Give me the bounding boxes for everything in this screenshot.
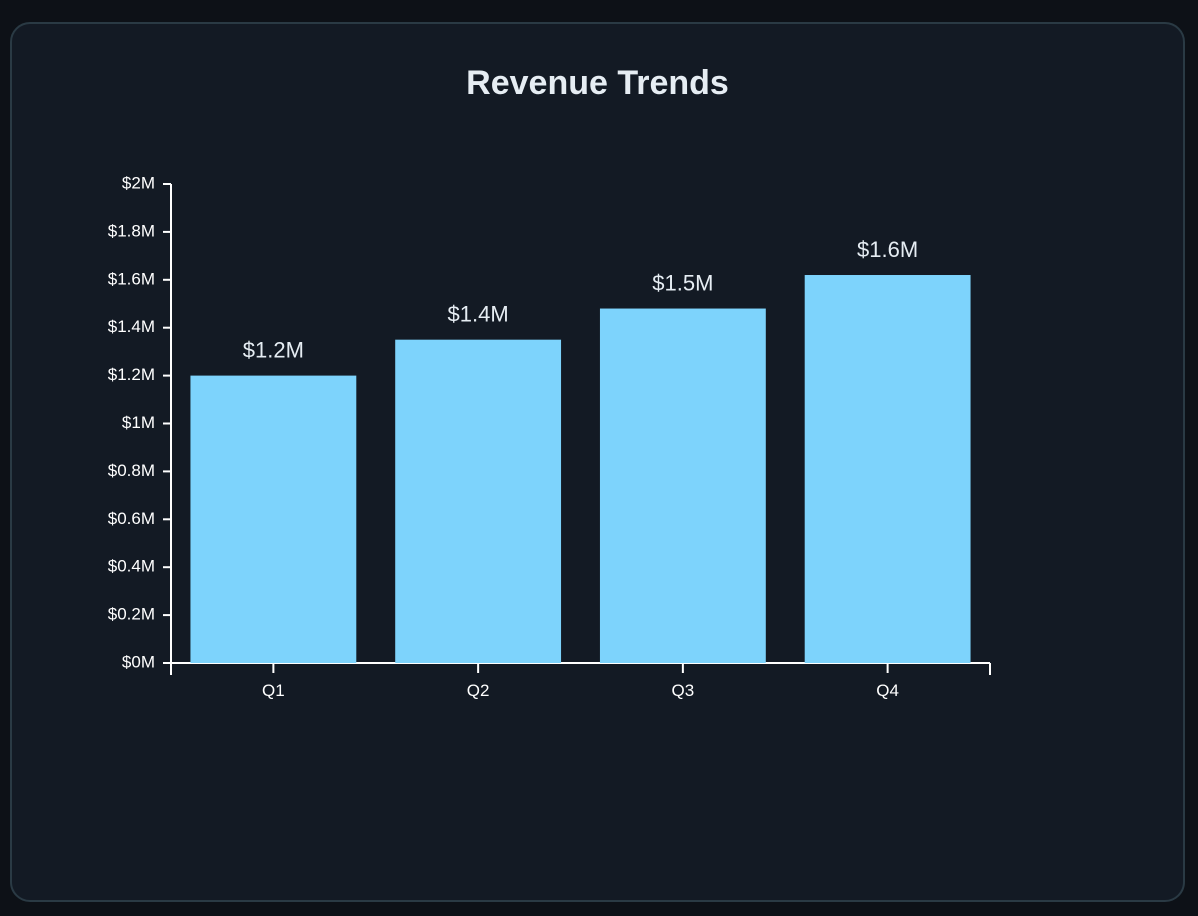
data-label: $1.5M — [652, 271, 713, 296]
y-tick-label: $2M — [122, 173, 155, 192]
chart-title: Revenue Trends — [466, 64, 729, 102]
bar-q3[interactable] — [599, 308, 766, 663]
y-tick-label: $0M — [122, 652, 155, 671]
y-tick-label: $0.4M — [108, 557, 155, 576]
x-axis: Q1 Q2 Q3 Q4 — [171, 662, 991, 700]
y-tick-label: $1.4M — [108, 317, 155, 336]
data-label: $1.2M — [243, 338, 304, 363]
x-tick-label: Q3 — [672, 681, 695, 700]
y-tick-label: $0.6M — [108, 509, 155, 528]
x-tick-label: Q4 — [876, 681, 899, 700]
bar-q1[interactable] — [190, 375, 357, 663]
bar-q4[interactable] — [804, 275, 971, 663]
data-label: $1.4M — [448, 302, 509, 327]
data-label: $1.6M — [857, 237, 918, 262]
x-tick-label: Q1 — [262, 681, 285, 700]
x-tick-label: Q2 — [467, 681, 490, 700]
y-tick-label: $1M — [122, 413, 155, 432]
y-tick-label: $1.8M — [108, 221, 155, 240]
y-axis: $0M $0.2M $0.4M $0.6M $0.8M $1M $1.2M $1.4M $1.6… — [108, 173, 172, 675]
data-labels-group: $1.2M $1.4M $1.5M $1.6M — [243, 237, 918, 363]
y-tick-label: $1.2M — [108, 365, 155, 384]
bar-q2[interactable] — [395, 339, 562, 663]
y-tick-label: $0.2M — [108, 605, 155, 624]
y-tick-label: $0.8M — [108, 461, 155, 480]
y-tick-label: $1.6M — [108, 269, 155, 288]
bars-group — [190, 275, 971, 663]
